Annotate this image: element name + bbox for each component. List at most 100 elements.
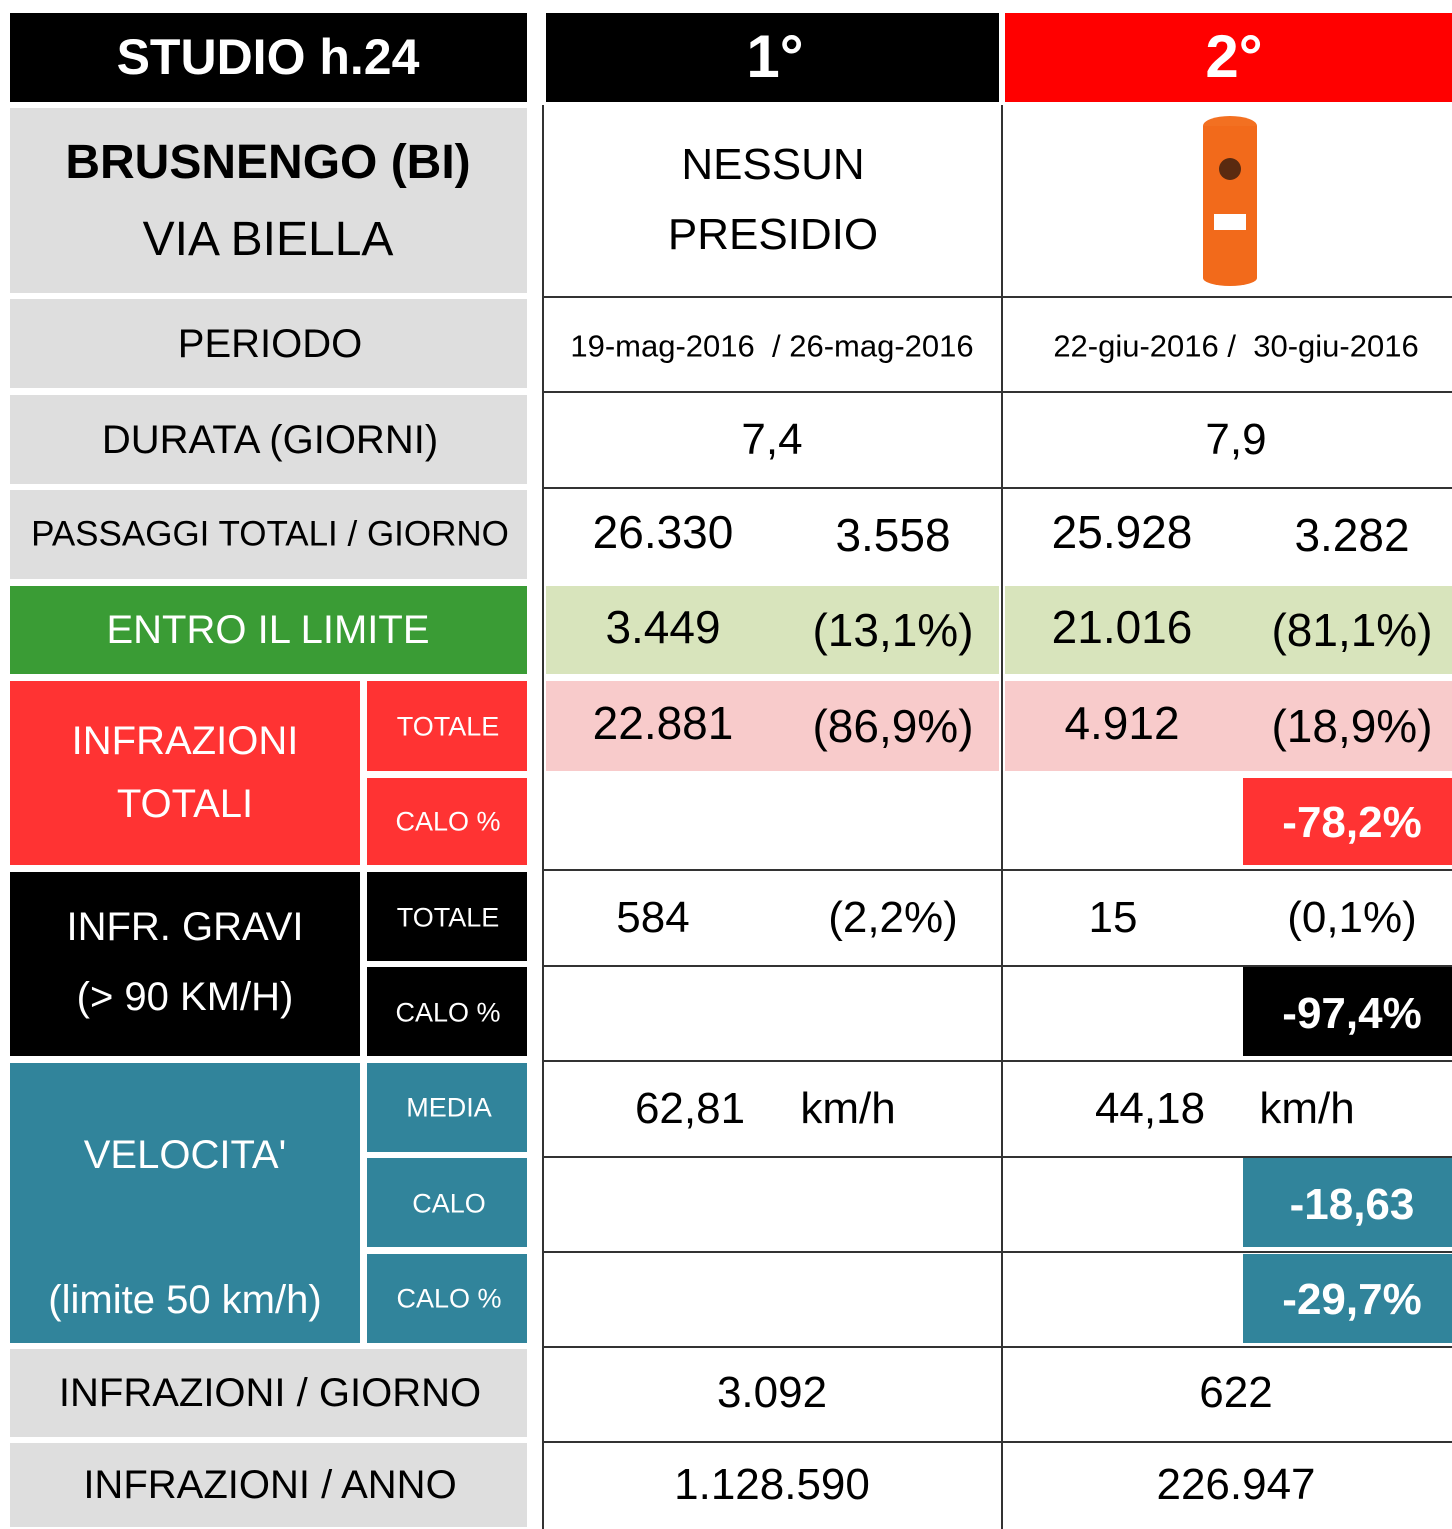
cell-text: (18,9%) bbox=[1271, 700, 1433, 752]
cell-text: 584 bbox=[616, 893, 690, 942]
cell-text: 3.092 bbox=[716, 1368, 828, 1417]
cell bbox=[1243, 1254, 1452, 1343]
cell-text: TOTALI bbox=[116, 782, 254, 826]
cell-text: -29,7% bbox=[1282, 1275, 1422, 1324]
cell bbox=[367, 681, 527, 771]
device-image bbox=[1200, 116, 1260, 286]
cell-text: TOTALE bbox=[396, 902, 500, 933]
cell-text: 226.947 bbox=[1156, 1460, 1316, 1509]
cell-text: VELOCITA' bbox=[83, 1133, 287, 1177]
grid-line bbox=[542, 105, 544, 1529]
grid-line bbox=[543, 1251, 1452, 1253]
cell bbox=[1005, 681, 1452, 771]
cell bbox=[1005, 586, 1452, 674]
cell bbox=[10, 490, 527, 579]
cell-text: km/h bbox=[1259, 1084, 1355, 1133]
cell-text: 7,4 bbox=[741, 414, 803, 464]
cell-text: VIA BIELLA bbox=[142, 213, 394, 266]
cell-text: PERIODO bbox=[177, 321, 363, 366]
header-cell bbox=[546, 13, 999, 102]
cell-text: 1.128.590 bbox=[674, 1460, 870, 1509]
cell-text: (limite 50 km/h) bbox=[48, 1278, 322, 1322]
cell-text: -97,4% bbox=[1282, 989, 1422, 1038]
cell bbox=[10, 586, 527, 674]
cell-text: INFR. GRAVI bbox=[66, 905, 304, 949]
cell-text: 3.282 bbox=[1294, 508, 1410, 561]
cell-text: (86,9%) bbox=[812, 700, 974, 752]
cell-text: 3.449 bbox=[605, 601, 721, 653]
header-cell bbox=[1005, 13, 1452, 102]
cell-text: MEDIA bbox=[406, 1092, 492, 1123]
grid-line bbox=[1001, 105, 1003, 1529]
cell-text: TOTALE bbox=[396, 711, 500, 742]
cell bbox=[1243, 967, 1452, 1056]
cell bbox=[367, 872, 527, 961]
cell-text: (81,1%) bbox=[1271, 604, 1433, 656]
cell bbox=[546, 681, 999, 771]
cell-text: 3.558 bbox=[835, 508, 951, 561]
grid-line bbox=[543, 296, 1452, 298]
cell-text: -78,2% bbox=[1282, 798, 1422, 847]
cell bbox=[10, 872, 360, 1056]
cell-text: 622 bbox=[1199, 1368, 1273, 1417]
cell-text: CALO % bbox=[395, 806, 501, 837]
cell bbox=[10, 108, 527, 293]
cell bbox=[1243, 778, 1452, 865]
cell-text: DURATA (GIORNI) bbox=[101, 417, 439, 462]
cell-text: 2° bbox=[1205, 23, 1263, 90]
cell bbox=[367, 1063, 527, 1152]
cell bbox=[10, 395, 527, 484]
cell-text: NESSUN bbox=[681, 140, 865, 189]
cell-text: 25.928 bbox=[1051, 505, 1193, 558]
cell-text: 22.881 bbox=[592, 697, 734, 749]
cell-text: INFRAZIONI bbox=[71, 719, 299, 763]
cell-text: 22-giu-2016 / 30-giu-2016 bbox=[1053, 328, 1419, 363]
cell-text: 44,18 bbox=[1094, 1084, 1206, 1133]
grid-line bbox=[543, 965, 1452, 967]
cell-text: 15 bbox=[1088, 893, 1138, 942]
cell-text: 7,9 bbox=[1205, 414, 1267, 464]
cell bbox=[10, 1063, 360, 1343]
cell-text: CALO % bbox=[396, 1283, 502, 1314]
cell-text: (0,1%) bbox=[1287, 893, 1417, 942]
grid-line bbox=[543, 869, 1452, 871]
cell-text: 21.016 bbox=[1051, 601, 1193, 653]
cell bbox=[1243, 1158, 1452, 1247]
cell-text: CALO bbox=[412, 1188, 486, 1219]
cell-text: PRESIDIO bbox=[667, 210, 879, 259]
cell bbox=[10, 681, 360, 865]
grid-line bbox=[543, 487, 1452, 489]
cell-text: PASSAGGI TOTALI / GIORNO bbox=[31, 514, 509, 554]
header-cell bbox=[10, 13, 527, 102]
cell-text: -18,63 bbox=[1289, 1180, 1415, 1229]
cell-text: INFRAZIONI / ANNO bbox=[83, 1463, 457, 1507]
cell bbox=[367, 1158, 527, 1247]
cell-text: (13,1%) bbox=[812, 604, 974, 656]
cell-text: 1° bbox=[746, 23, 804, 90]
grid-line bbox=[543, 1156, 1452, 1158]
cell-text: INFRAZIONI / GIORNO bbox=[58, 1371, 482, 1415]
cell-text: 26.330 bbox=[592, 505, 734, 558]
cell-text: 62,81 bbox=[634, 1084, 746, 1133]
cell-text: CALO % bbox=[395, 997, 501, 1028]
grid-line bbox=[543, 1441, 1452, 1443]
cell-text: BRUSNENGO (BI) bbox=[65, 136, 471, 189]
cell bbox=[10, 299, 527, 388]
cell bbox=[10, 1443, 527, 1527]
cell-text: (> 90 KM/H) bbox=[76, 975, 294, 1019]
cell bbox=[367, 967, 527, 1056]
cell-text: ENTRO IL LIMITE bbox=[106, 608, 430, 652]
cell-text: 4.912 bbox=[1064, 697, 1180, 749]
cell bbox=[367, 778, 527, 865]
cell bbox=[10, 1349, 527, 1437]
cell-text: (2,2%) bbox=[828, 893, 958, 942]
cell bbox=[546, 586, 999, 674]
grid-line bbox=[543, 391, 1452, 393]
cell-text: 19-mag-2016 / 26-mag-2016 bbox=[570, 328, 974, 363]
grid-line bbox=[543, 1346, 1452, 1348]
cell-text: STUDIO h.24 bbox=[116, 29, 420, 85]
grid-line bbox=[543, 1060, 1452, 1062]
cell bbox=[367, 1254, 527, 1343]
cell-text: km/h bbox=[800, 1084, 896, 1133]
